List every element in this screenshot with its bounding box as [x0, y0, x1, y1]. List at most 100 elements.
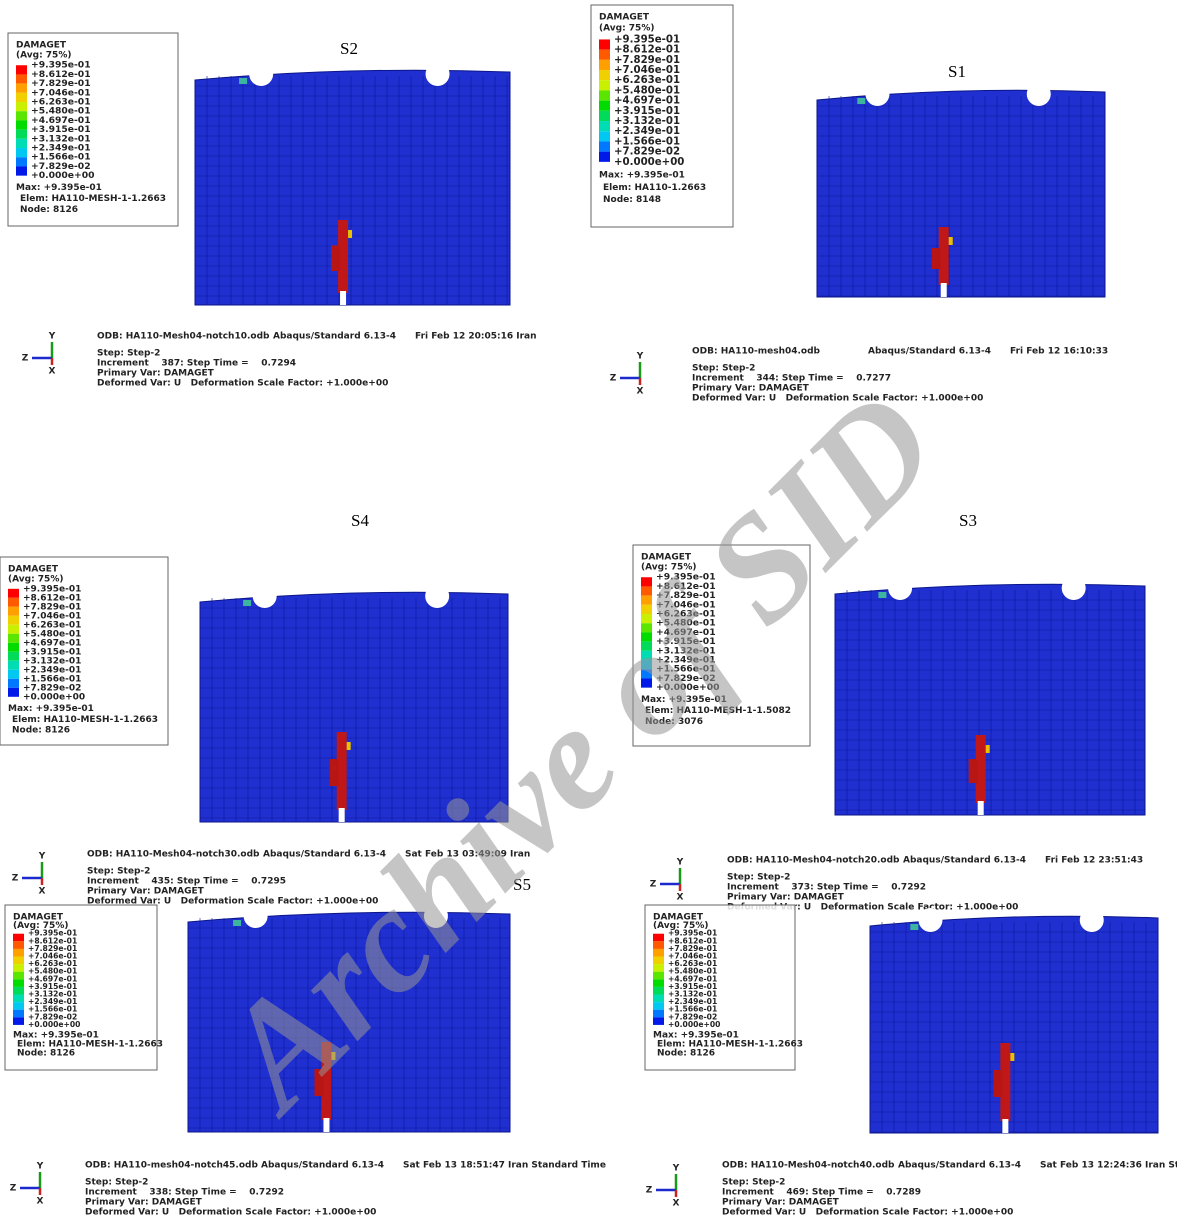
slot	[1002, 1119, 1009, 1133]
triad-x: X	[673, 1199, 680, 1209]
mesh-body	[194, 69, 511, 306]
legend-value: +3.132e-01	[668, 990, 717, 999]
notch	[243, 904, 268, 928]
legend-value: +5.480e-01	[23, 629, 81, 639]
info-step: Step: Step-2	[87, 867, 150, 877]
triad-y: Y	[48, 332, 56, 342]
legend-band	[13, 1017, 24, 1025]
date: Fri Feb 12 20:05:16 Iran	[415, 332, 537, 342]
slot	[340, 291, 347, 305]
legend-value: +5.480e-01	[31, 106, 91, 117]
legend-band	[8, 651, 19, 661]
mesh	[869, 908, 1159, 1134]
odb-name: ODB: HA110-mesh04-notch45.odb	[85, 1161, 258, 1171]
legend-value: +8.612e-01	[28, 936, 77, 945]
legend-value: +8.612e-01	[656, 581, 716, 592]
legend-value: +7.829e-02	[23, 683, 81, 693]
legend-band	[641, 660, 652, 670]
legend-band	[16, 138, 27, 149]
date: Sat Feb 13 03:49:09 Iran	[405, 850, 530, 860]
legend-value: +7.829e-01	[23, 602, 81, 612]
legend-value: +8.612e-01	[31, 69, 91, 80]
legend-band	[16, 166, 27, 176]
legend-band	[641, 678, 652, 688]
legend-band	[8, 642, 19, 652]
legend-band	[653, 986, 664, 995]
legend-band	[599, 131, 610, 142]
legend-value: +0.000e+00	[23, 692, 85, 702]
panel-label: S5	[513, 875, 531, 894]
legend-value: +3.915e-01	[656, 636, 716, 647]
info-deformed: Deformed Var: U Deformation Scale Factor…	[722, 1208, 1013, 1215]
legend-band	[13, 948, 24, 957]
legend-band	[641, 586, 652, 596]
legend-value: +3.132e-01	[614, 116, 680, 127]
legend-band	[13, 1002, 24, 1010]
legend-band	[13, 964, 24, 972]
solver: Abaqus/Standard 6.13-4	[261, 1161, 384, 1171]
legend-value: +7.829e-02	[656, 673, 716, 684]
legend-band	[641, 650, 652, 661]
legend-value: +3.132e-01	[31, 133, 91, 144]
triad-z: Z	[646, 1186, 653, 1196]
notch	[425, 584, 450, 608]
date: Fri Feb 12 16:10:33	[1010, 347, 1108, 357]
legend-band	[16, 111, 27, 121]
legend-value: +2.349e-01	[31, 143, 91, 154]
legend-value: +2.349e-01	[23, 665, 81, 675]
legend-value: +9.395e-01	[668, 929, 717, 938]
legend-band	[8, 633, 19, 643]
legend-value: +5.480e-01	[656, 618, 716, 629]
odb-name: ODB: HA110-Mesh04-notch20.odb	[727, 856, 900, 866]
legend-value: +4.697e-01	[614, 96, 680, 107]
legend-band	[641, 577, 652, 587]
triad-z: Z	[22, 354, 29, 364]
triad-y: Y	[672, 1164, 680, 1174]
crack	[938, 227, 949, 285]
info-increment: Increment 338: Step Time = 0.7292	[85, 1188, 284, 1198]
crack-tip	[1010, 1053, 1015, 1061]
slot	[323, 1118, 330, 1132]
triad-x: X	[677, 893, 684, 903]
damage-spot	[857, 98, 866, 104]
info-increment: Increment 373: Step Time = 0.7292	[727, 883, 926, 893]
legend-value: +0.000e+00	[614, 157, 684, 168]
legend-value: +7.829e-02	[28, 1012, 77, 1021]
legend-value: +7.046e-01	[668, 952, 717, 961]
notch	[918, 908, 943, 932]
legend-band	[16, 74, 27, 84]
legend-band	[641, 641, 652, 651]
legend-band	[653, 933, 664, 942]
legend-value: +9.395e-01	[31, 60, 91, 71]
crack	[968, 759, 978, 783]
legend-band	[653, 1002, 664, 1010]
legend-band	[653, 964, 664, 972]
legend-band	[8, 624, 19, 634]
legend-value: +9.395e-01	[23, 584, 81, 594]
odb-name: ODB: HA110-Mesh04-notch10.odb	[97, 332, 270, 342]
legend-elem: Elem: HA110-MESH-1-1.2663	[657, 1039, 803, 1049]
legend-value: +2.349e-01	[668, 997, 717, 1006]
legend-value: +4.697e-01	[656, 627, 716, 638]
legend-band	[13, 933, 24, 942]
legend-value: +4.697e-01	[23, 638, 81, 648]
notch	[865, 82, 890, 106]
legend-avg: (Avg: 75%)	[13, 921, 68, 931]
notch	[1026, 82, 1051, 106]
date: Fri Feb 12 23:51:43	[1045, 856, 1143, 866]
legend-value: +7.829e-01	[31, 78, 91, 89]
legend-max: Max: +9.395e-01	[653, 1030, 739, 1040]
legend-value: +7.829e-01	[28, 944, 77, 953]
legend-band	[653, 956, 664, 965]
legend-band	[16, 129, 27, 139]
legend-band	[13, 956, 24, 965]
legend-band	[653, 994, 664, 1003]
triad-z: Z	[10, 1184, 17, 1194]
legend-band	[599, 121, 610, 132]
legend-value: +2.349e-01	[28, 997, 77, 1006]
legend-value: +7.046e-01	[31, 87, 91, 98]
legend-band	[599, 151, 610, 162]
legend-value: +7.046e-01	[614, 65, 680, 76]
legend-value: +1.566e-01	[668, 1005, 717, 1014]
